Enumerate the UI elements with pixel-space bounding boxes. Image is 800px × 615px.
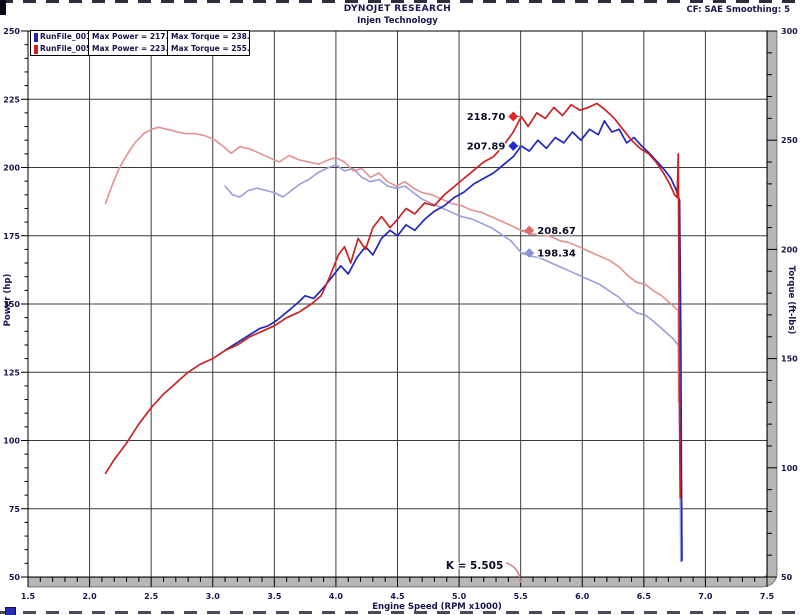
power-tick-label: 250 <box>3 27 20 36</box>
correction-smoothing-label: CF: SAE Smoothing: 5 <box>686 5 791 15</box>
cursor-diamond-icon <box>524 225 535 236</box>
cursor-value-label: 218.70 <box>467 112 506 123</box>
bottom-dashed-border <box>0 611 800 614</box>
cursor-diamond-icon <box>508 141 519 151</box>
legend-file-name: RunFile_001.drf <box>40 32 88 41</box>
cursor-rpm-label: K = 5.505 <box>446 560 503 572</box>
axis-band-shadow <box>28 31 778 588</box>
cursor-diamond-icon <box>524 248 535 258</box>
rpm-axis-title: Engine Speed (RPM x1000) <box>372 602 502 612</box>
power-axis-title: Power (hp) <box>3 273 13 327</box>
run-legend: RunFile_001.drf Max Power = 217.07 Max T… <box>30 30 250 56</box>
power-tick-label: 125 <box>3 368 20 377</box>
legend-max-power: Max Power = 223.48 <box>88 43 167 55</box>
top-dashed-border <box>0 0 800 3</box>
x-tick-label: 6.0 <box>575 592 590 601</box>
curve-runfile-005-drf-power <box>104 102 682 499</box>
cursor-diamond-icon <box>508 111 519 122</box>
x-tick-label: 5.0 <box>452 592 467 601</box>
legend-row-run001: RunFile_001.drf Max Power = 217.07 Max T… <box>31 31 249 43</box>
torque-tick-label: 300 <box>781 27 798 36</box>
torque-axis-title: Torque (ft-lbs) <box>786 265 796 335</box>
torque-tick-label: 50 <box>781 573 793 582</box>
legend-max-torque: Max Torque = 238.74 <box>167 31 249 43</box>
curve-runfile-001-drf-torque <box>224 164 682 563</box>
axis-band <box>28 31 776 586</box>
x-tick-label: 3.5 <box>267 592 282 601</box>
x-tick-label: 4.5 <box>390 592 405 601</box>
legend-row-run005: RunFile_005.drf Max Power = 223.48 Max T… <box>31 43 249 55</box>
x-tick-label: 7.5 <box>760 592 775 601</box>
power-tick-label: 225 <box>3 95 20 104</box>
x-tick-label: 5.5 <box>514 592 529 601</box>
curve-runfile-005-drf-torque <box>104 126 680 404</box>
power-tick-label: 100 <box>3 437 20 446</box>
torque-tick-label: 150 <box>781 355 798 364</box>
x-tick-label: 1.5 <box>21 592 36 601</box>
x-tick-label: 2.0 <box>82 592 97 601</box>
x-tick-label: 6.5 <box>637 592 652 601</box>
bottom-left-blue-mark <box>5 607 16 615</box>
torque-tick-label: 250 <box>781 136 798 145</box>
torque-tick-label: 100 <box>781 464 798 473</box>
power-tick-label: 50 <box>9 573 21 582</box>
x-tick-label: 2.5 <box>144 592 159 601</box>
power-tick-label: 150 <box>3 300 20 309</box>
torque-tick-label: 200 <box>781 245 798 254</box>
cursor-value-label: 208.67 <box>537 226 576 237</box>
legend-swatch-red-icon <box>31 44 40 54</box>
x-tick-label: 4.0 <box>329 592 344 601</box>
x-tick-label: 7.0 <box>698 592 713 601</box>
power-tick-label: 175 <box>3 232 20 241</box>
legend-max-power: Max Power = 217.07 <box>88 31 167 43</box>
cursor-rpm-pointer <box>506 562 522 584</box>
cursor-value-label: 207.89 <box>467 141 506 152</box>
cursor-value-label: 198.34 <box>537 249 576 260</box>
curve-runfile-001-drf-power <box>224 120 683 562</box>
power-tick-label: 200 <box>3 164 20 173</box>
brand-title: DYNOJET RESEARCH <box>343 4 452 14</box>
legend-file-name: RunFile_005.drf <box>40 44 88 53</box>
legend-swatch-blue-icon <box>31 32 40 42</box>
x-tick-label: 3.0 <box>206 592 221 601</box>
power-tick-label: 75 <box>9 505 21 514</box>
shop-subtitle: Injen Technology <box>357 16 438 26</box>
legend-max-torque: Max Torque = 255.91 <box>167 43 249 55</box>
top-left-crop-mark <box>0 0 6 15</box>
